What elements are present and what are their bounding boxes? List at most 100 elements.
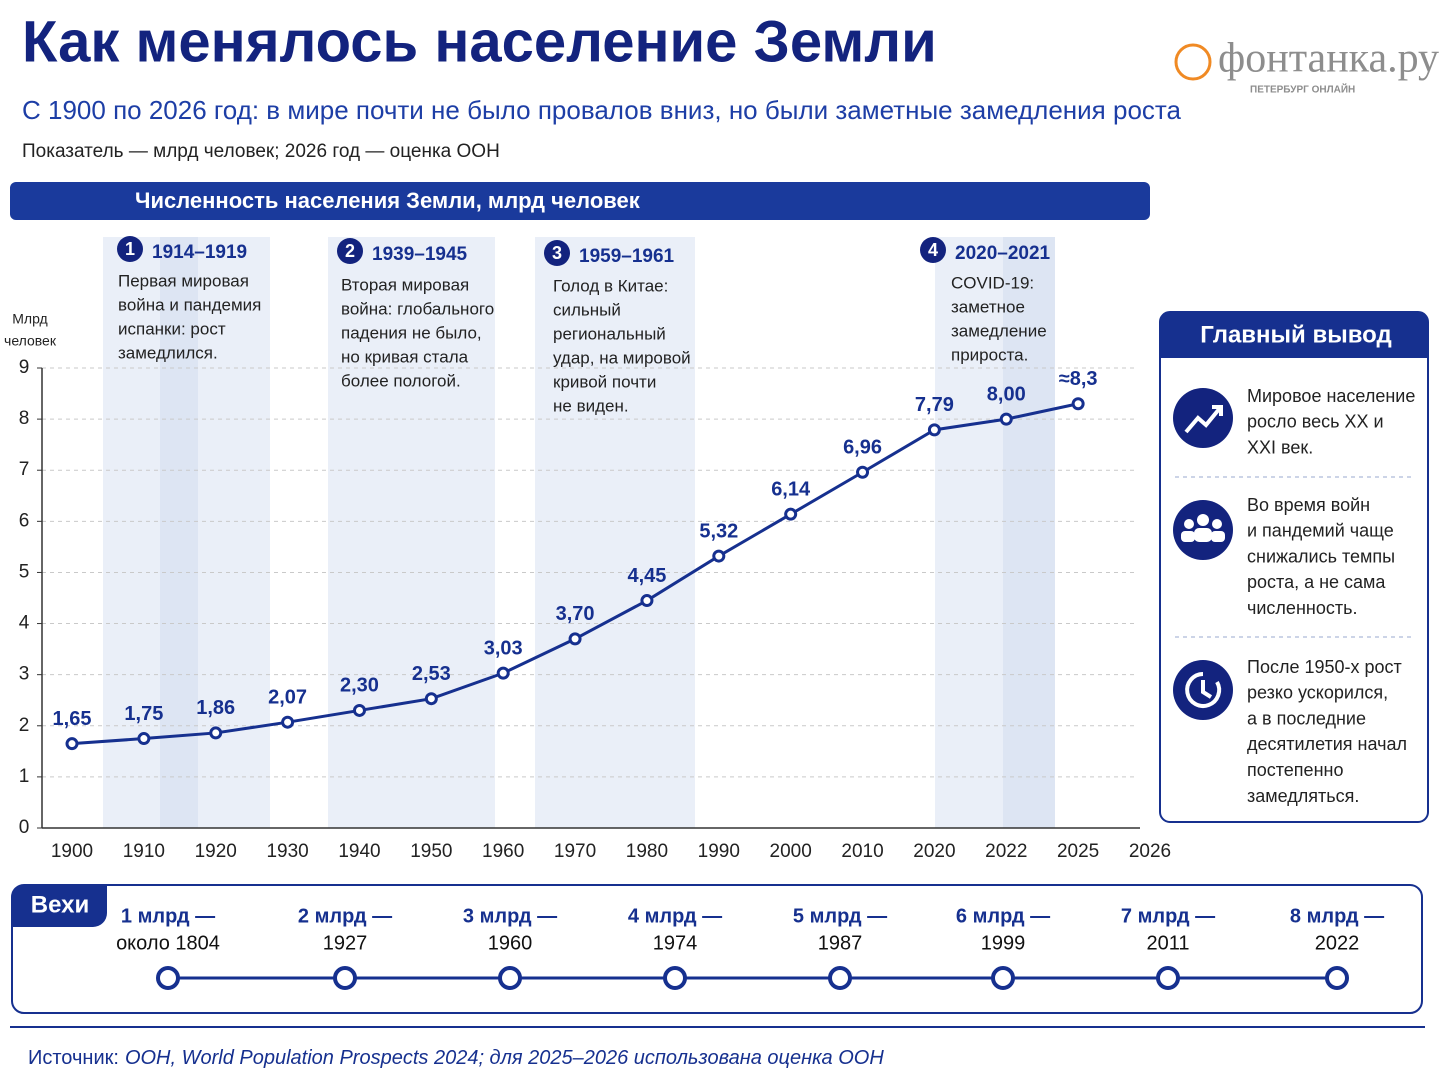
data-point: [784, 507, 798, 521]
annotation-period: 1914–1919: [152, 242, 247, 263]
y-axis-label: человек: [4, 333, 57, 349]
logo-name: фонтанка.ру: [1218, 36, 1439, 82]
y-tick-label: 9: [19, 357, 30, 378]
conclusion-text: снижались темпы: [1247, 546, 1395, 566]
logo: фонтанка.ру ПЕТЕРБУРГ ОНЛАЙН: [1174, 36, 1439, 96]
annotation-period: 1959–1961: [579, 246, 675, 267]
annotation-number: 1: [125, 239, 135, 259]
x-tick-label: 2022: [985, 841, 1027, 862]
y-tick-label: 3: [19, 664, 30, 685]
milestones: Вехи 1 млрд — около 1804 2 млрд — 1927 3 млр…: [11, 884, 1423, 1014]
annotation-text: удар, на мировой: [553, 348, 691, 367]
milestone-dot: [1325, 966, 1349, 990]
milestone-dot: [1156, 966, 1180, 990]
conclusion-text: резко ускорился,: [1247, 683, 1388, 703]
data-point: [1071, 397, 1085, 411]
milestone-date: 1999: [981, 932, 1026, 954]
band-inner: [160, 237, 198, 828]
milestone-label: 4 млрд —: [628, 905, 722, 927]
y-axis-label: Млрд: [12, 311, 47, 327]
x-tick-label: 1960: [482, 841, 524, 862]
band: [535, 237, 695, 828]
x-tick-label: 1980: [626, 841, 668, 862]
annotation-text: падения не было,: [341, 323, 482, 342]
conclusion-text: численность.: [1247, 598, 1357, 618]
annotation-text: более пологой.: [341, 371, 461, 390]
conclusion-text: а в последние: [1247, 708, 1366, 728]
value-label: 6,96: [843, 437, 882, 459]
data-point: [65, 737, 79, 751]
x-tick-label: 1950: [410, 841, 452, 862]
data-point: [209, 726, 223, 740]
milestone-label: 7 млрд —: [1121, 905, 1215, 927]
x-tick-label: 1910: [123, 841, 165, 862]
source: Источник: ООН, World Population Prospects…: [28, 1047, 884, 1069]
value-label: 7,79: [915, 394, 954, 416]
source-text: ООН, World Population Prospects 2024; дл…: [125, 1047, 884, 1069]
data-point: [352, 703, 366, 717]
milestone-label: 6 млрд —: [956, 905, 1050, 927]
x-tick-label: 2020: [913, 841, 955, 862]
value-label: 2,53: [412, 663, 451, 685]
conclusion-text: роста, а не сама: [1247, 572, 1386, 592]
annotation-text: но кривая стала: [341, 347, 469, 366]
value-label: 6,14: [771, 478, 811, 500]
annotation-badge: [920, 237, 946, 263]
data-point: [137, 732, 151, 746]
x-tick-label: 1990: [698, 841, 740, 862]
data-point: [999, 412, 1013, 426]
annotation-text: прироста.: [951, 345, 1028, 364]
x-tick-label: 1920: [195, 841, 237, 862]
note: Показатель — млрд человек; 2026 год — оц…: [22, 141, 500, 162]
data-point: [496, 666, 510, 680]
icon-trend-glyph: [1184, 405, 1223, 434]
value-label: 1,65: [53, 708, 92, 730]
value-label: 2,30: [340, 675, 379, 697]
annotation-badge: [544, 240, 570, 266]
conclusion-text: Во время войн: [1247, 495, 1370, 515]
x-tick-label: 1940: [338, 841, 380, 862]
icon-clock-glyph: [1185, 672, 1222, 708]
milestone-date: около 1804: [116, 932, 220, 954]
chart-title: Численность населения Земли, млрд челове…: [135, 188, 641, 213]
milestone-date: 1974: [653, 932, 698, 954]
value-label: 3,03: [484, 637, 523, 659]
annotation-text: замедление: [951, 321, 1047, 340]
logo-icon: [1174, 43, 1212, 81]
annotation-badge: [337, 238, 363, 264]
annotation-text: сильный: [553, 300, 621, 319]
data-point: [281, 715, 295, 729]
milestone-date: 1960: [488, 932, 533, 954]
annotation-period: 1939–1945: [372, 244, 468, 265]
logo-tagline: ПЕТЕРБУРГ ОНЛАЙН: [1250, 83, 1355, 96]
milestone-label: 1 млрд —: [121, 905, 215, 927]
y-tick-label: 1: [19, 766, 30, 787]
milestone-date: 1987: [818, 932, 863, 954]
chart-banner: [10, 182, 1150, 220]
milestone-dot: [333, 966, 357, 990]
conclusion-text: Мировое население: [1247, 386, 1415, 406]
milestone-date: 2011: [1146, 932, 1189, 954]
source-label: Источник:: [28, 1047, 119, 1069]
data-point: [856, 465, 870, 479]
conclusion-text: XXI век.: [1247, 437, 1313, 457]
conclusion-text: постепенно: [1247, 760, 1343, 780]
conclusion-text: и пандемий чаще: [1247, 521, 1394, 541]
data-point: [640, 594, 654, 608]
milestone-dot: [498, 966, 522, 990]
conclusion-text: После 1950-х рост: [1247, 657, 1402, 677]
title: Как менялось население Земли: [22, 9, 937, 74]
value-label: 1,75: [124, 703, 163, 725]
data-point: [568, 632, 582, 646]
value-label: 5,32: [699, 520, 738, 542]
value-label: ≈8,3: [1059, 368, 1098, 390]
annotation-number: 2: [345, 241, 355, 261]
icon-trend: [1173, 388, 1233, 448]
panel-title: Главный вывод: [1200, 321, 1391, 348]
conclusion-panel: Главный вывод Мировое население росло вес…: [1159, 311, 1429, 823]
data-point: [927, 423, 941, 437]
milestone-label: 8 млрд —: [1290, 905, 1384, 927]
value-label: 8,00: [987, 383, 1026, 405]
milestones-frame: [11, 884, 1423, 1014]
